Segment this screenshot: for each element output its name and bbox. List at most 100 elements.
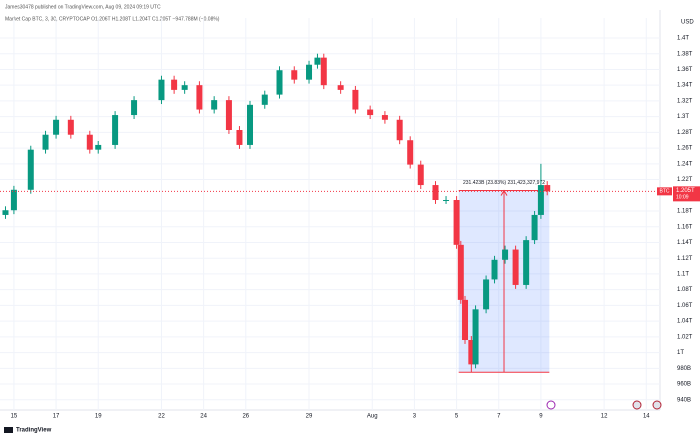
candle-body	[407, 140, 414, 165]
y-tick-label: 1.32T	[677, 98, 693, 104]
candle-body	[512, 249, 519, 285]
x-tick-label: 9	[539, 414, 543, 420]
x-tick-label: 14	[643, 414, 650, 420]
candle-body	[10, 189, 17, 211]
x-tick-label: 22	[158, 414, 165, 420]
candle-body	[432, 185, 439, 200]
y-tick-label: 1.1T	[677, 272, 689, 278]
y-tick-label: 1.3T	[677, 114, 689, 120]
candle-body	[483, 279, 490, 310]
x-tick-label: 24	[200, 414, 207, 420]
candle-body	[112, 115, 119, 145]
y-tick-label: 1.28T	[677, 130, 693, 136]
candle-body	[523, 240, 530, 285]
candle-body	[544, 185, 551, 192]
measure-arrowhead	[500, 189, 508, 196]
y-tick-label: 1.26T	[677, 146, 693, 152]
y-tick-label: 1.04T	[677, 319, 693, 325]
event-icon[interactable]	[546, 400, 556, 410]
y-tick-label: 1.12T	[677, 256, 693, 262]
y-tick-label: 1T	[677, 350, 684, 356]
measure-label: 231.423B (23.83%) 231,423,327,972	[463, 180, 545, 186]
y-tick-label: 1.02T	[677, 334, 693, 340]
price-tag-countdown: 10:09	[676, 195, 689, 201]
candle-body	[2, 210, 9, 215]
candle-body	[468, 340, 475, 365]
candle-body	[196, 85, 203, 110]
x-tick-label: 15	[11, 414, 18, 420]
candle-body	[86, 134, 93, 150]
y-tick-label: 1.38T	[677, 51, 693, 57]
y-tick-label: 940B	[677, 397, 691, 403]
candle-body	[171, 79, 178, 90]
candle-body	[462, 299, 469, 340]
candle-body	[352, 89, 359, 110]
y-tick-label: 1.36T	[677, 67, 693, 73]
candle-body	[211, 100, 218, 110]
y-tick-label: 1.34T	[677, 83, 693, 89]
candle-body	[443, 200, 450, 201]
x-tick-label: 29	[306, 414, 313, 420]
candle-body	[247, 104, 254, 145]
candle-body	[531, 214, 538, 241]
candle-body	[396, 119, 403, 141]
candle-body	[276, 70, 283, 95]
candle-body	[291, 70, 298, 80]
candle-body	[320, 57, 327, 86]
y-tick-label: 1.4T	[677, 36, 689, 42]
x-tick-label: 3	[413, 414, 417, 420]
candle-body	[457, 244, 464, 300]
price-tag	[673, 186, 700, 202]
candle-body	[67, 119, 74, 135]
y-tick-label: 1.08T	[677, 287, 693, 293]
candle-body	[181, 85, 188, 90]
candle-body	[42, 134, 49, 150]
x-tick-label: 12	[601, 414, 608, 420]
candle-body	[491, 259, 498, 280]
candle-body	[225, 100, 232, 130]
publisher: James30478 published on TradingView.com,…	[5, 4, 161, 10]
x-tick-label: 19	[95, 414, 102, 420]
candle-body	[261, 94, 268, 105]
y-tick-label: 1.06T	[677, 303, 693, 309]
candle-body	[367, 109, 374, 116]
x-tick-label: 7	[497, 414, 501, 420]
candle-body	[236, 130, 243, 145]
y-tick-label: 1.16T	[677, 224, 693, 230]
brand-logo	[4, 427, 13, 433]
candle-body	[27, 149, 34, 190]
candle-body	[53, 119, 60, 135]
candle-body	[417, 164, 424, 186]
brand: TradingView	[16, 428, 52, 434]
x-tick-label: Aug	[367, 414, 378, 420]
candle-body	[381, 115, 388, 120]
y-tick-label: 1.22T	[677, 177, 693, 183]
y-tick-label: 1.14T	[677, 240, 693, 246]
candle-body	[314, 57, 321, 65]
candle-body	[472, 309, 479, 365]
price-tag-value: 1.205T	[676, 188, 695, 194]
x-tick-label: 5	[455, 414, 459, 420]
legend-line: Market Cap BTC, 3, 30, CRYPTOCAP O1.206T…	[5, 16, 220, 22]
candle-body	[453, 200, 460, 245]
candle-body	[158, 79, 165, 101]
y-tick-label: 1.24T	[677, 161, 693, 167]
x-tick-label: 17	[53, 414, 60, 420]
candle-body	[131, 100, 138, 116]
symbol-tag-text: BTC	[660, 189, 670, 195]
candle-body	[537, 185, 544, 215]
x-tick-label: 26	[242, 414, 249, 420]
candle-body	[95, 144, 102, 150]
candle-body	[337, 85, 344, 90]
currency: USD	[681, 20, 694, 26]
y-tick-label: 1.18T	[677, 209, 693, 215]
event-icon[interactable]	[632, 400, 642, 410]
candle-body	[502, 249, 509, 260]
candle-body	[306, 64, 313, 80]
event-icon[interactable]	[652, 400, 662, 410]
y-tick-label: 960B	[677, 382, 691, 388]
y-tick-label: 980B	[677, 366, 691, 372]
symbol-tag	[657, 187, 672, 196]
